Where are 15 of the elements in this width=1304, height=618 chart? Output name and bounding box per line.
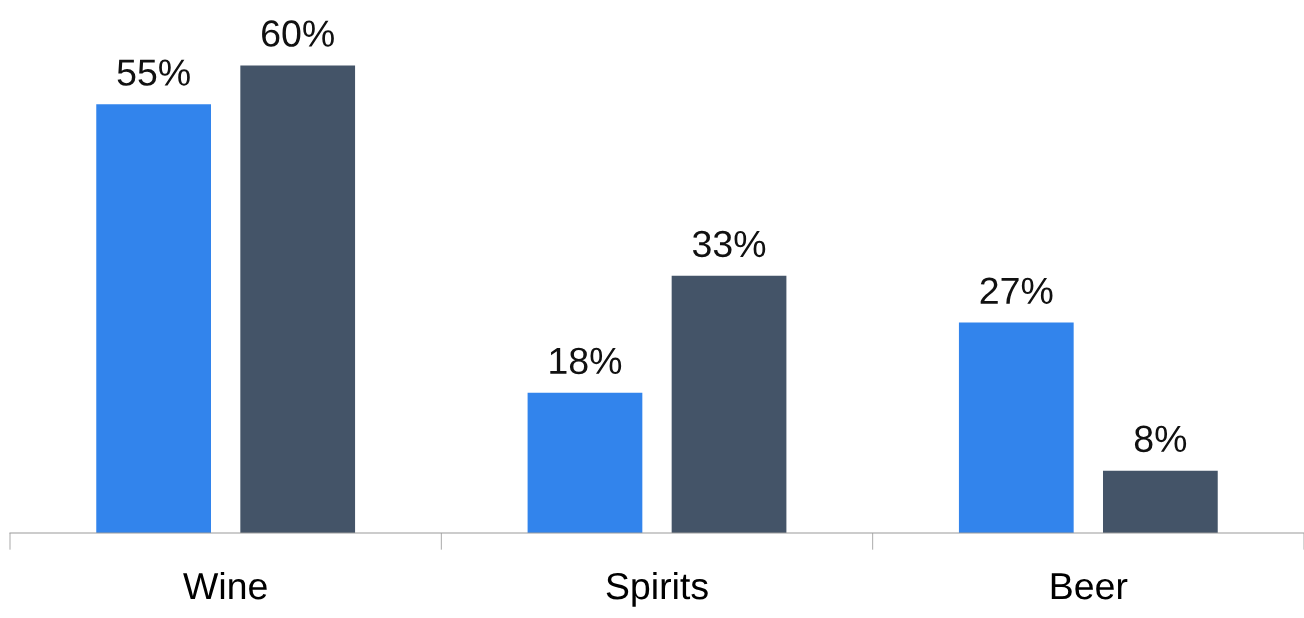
bar — [240, 65, 356, 533]
x-tick-label: Beer — [1051, 573, 1128, 600]
x-tick-label: Spirits — [606, 571, 708, 607]
x-tick-label: Wine — [183, 571, 267, 600]
bar — [958, 322, 1074, 533]
bar — [527, 392, 643, 533]
data-label: 55% — [117, 59, 190, 86]
data-label: 27% — [980, 277, 1053, 304]
bar — [1103, 470, 1218, 533]
data-label: 18% — [550, 347, 622, 375]
bar — [671, 275, 787, 533]
bar — [96, 104, 211, 533]
data-label: 8% — [1134, 425, 1187, 453]
data-label: 60% — [262, 20, 334, 47]
data-label: 33% — [692, 230, 766, 258]
